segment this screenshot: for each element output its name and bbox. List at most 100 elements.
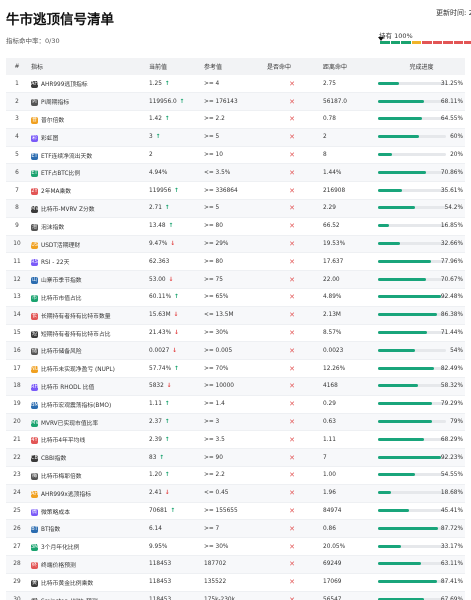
indicator-cell[interactable]: MV MVRV已实现市值比率: [28, 413, 146, 432]
indicator-cell[interactable]: 微微策略成本: [28, 502, 146, 521]
indicator-cell[interactable]: 4Y 比特币4年平均线: [28, 430, 146, 450]
indicator-name: MVRV已实现市值比率: [41, 420, 99, 427]
indicator-cell[interactable]: 2Y 2年MA乘数: [28, 181, 146, 201]
indicator-cell[interactable]: ET ETF连续净流出天数: [28, 146, 146, 165]
progress-percent: 82.49%: [440, 365, 463, 372]
column-header-index[interactable]: #: [14, 63, 20, 70]
progress-bar-fill: [378, 491, 391, 495]
indicator-name: AHR999x逃顶指标: [41, 491, 92, 498]
indicator-cell[interactable]: 市比特币市值占比: [28, 288, 146, 307]
indicator-cell[interactable]: NU 比特币未实现净盈亏 (NUPL): [28, 359, 146, 379]
table-row[interactable]: 26 BT BT指数 6.14 >= 7 ✕ 0.86 87.72%: [6, 519, 465, 539]
progress-cell: 16.85%: [375, 217, 465, 236]
table-row[interactable]: 11 RS RSI - 22天 62.363 >= 80 ✕ 17.637 77.96%: [6, 252, 465, 272]
indicator-cell[interactable]: BT BT指数: [28, 519, 146, 539]
table-row[interactable]: 5 ET ETF连续净流出天数 2 >= 10 ✕ 8 20%: [6, 146, 465, 165]
progress-cell: 64.55%: [375, 110, 465, 129]
current-value-cell: 83 ↑: [146, 448, 201, 468]
progress-bar: [378, 206, 446, 210]
table-row[interactable]: 1 AH AHR999逃顶指标 1.25 ↑ >= 4 ✕ 2.75 31.25%: [6, 75, 465, 94]
column-header-reference[interactable]: 参考值: [204, 64, 223, 71]
indicator-cell[interactable]: 泡泡沫指数: [28, 217, 146, 236]
table-row[interactable]: 17 NU 比特币未实现净盈亏 (NUPL) 57.74% ↑ >= 70% ✕ 12.26%…: [6, 359, 465, 379]
table-row[interactable]: 7 2Y 2年MA乘数 119956 ↑ >= 336864 ✕ 216908 35.61%: [6, 181, 465, 201]
table-row[interactable]: 21 4Y 比特币4年平均线 2.39 ↑ >= 3.5 ✕ 1.11 68.29%: [6, 430, 465, 450]
indicator-cell[interactable]: ET ETF占BTC比例: [28, 163, 146, 183]
reference-value: >= 75: [201, 270, 264, 290]
table-row[interactable]: 20 MV MVRV已实现市值比率 2.37 ↑ >= 3 ✕ 0.63 79%: [6, 413, 465, 432]
indicator-cell[interactable]: AH AHR999x逃顶指标: [28, 484, 146, 503]
progress-bar-fill: [378, 580, 438, 584]
indicator-cell[interactable]: BM 比特币宏观震荡指标(BMO): [28, 395, 146, 414]
table-row[interactable]: 18 RH 比特币 RHODL 比值 5832 ↓ >= 10000 ✕ 4168 58.32%: [6, 377, 465, 396]
table-row[interactable]: 30SMSminston_With 预测118453175k-230k✕5654…: [6, 591, 465, 600]
distance-value: 4.89%: [320, 288, 375, 307]
column-header-progress[interactable]: 完成进度: [409, 64, 434, 71]
indicator-cell[interactable]: 彩彩虹图: [28, 128, 146, 147]
indicator-cell[interactable]: RH 比特币 RHODL 比值: [28, 377, 146, 396]
indicator-cell[interactable]: AH AHR999逃顶指标: [28, 75, 146, 94]
indicator-cell[interactable]: 梅比特币梅耶倍数: [28, 466, 146, 485]
indicator-name: 比特币黄金比例乘数: [41, 580, 94, 587]
indicator-cell[interactable]: 终终端价格预测: [28, 555, 146, 574]
column-header-distance[interactable]: 距离命中: [323, 64, 348, 71]
progress-cell: 68.11%: [375, 92, 465, 112]
table-row[interactable]: 24 AH AHR999x逃顶指标 2.41 ↓ <= 0.45 ✕ 1.96 18.68%: [6, 484, 465, 503]
progress-percent: 54.55%: [440, 472, 463, 479]
indicator-cell[interactable]: CB CBBI指数: [28, 448, 146, 468]
indicator-cell[interactable]: 长长期持有者持有比特币数量: [28, 306, 146, 325]
table-row[interactable]: 16 储比特币储备风险 0.0027 ↓ >= 0.005 ✕ 0.0023 54%: [6, 341, 465, 361]
table-row[interactable]: 13 市比特币市值占比 60.11% ↑ >= 65% ✕ 4.89% 92.48%: [6, 288, 465, 307]
column-header-indicator[interactable]: 指标: [31, 64, 44, 71]
row-index: 12: [6, 270, 28, 290]
progress-bar: [378, 366, 446, 370]
indicator-cell[interactable]: 山山寨币季节指数: [28, 270, 146, 290]
indicator-cell[interactable]: 3M 3个月年化比例: [28, 537, 146, 557]
table-row[interactable]: 9 泡泡沫指数 13.48 ↑ >= 80 ✕ 66.52 16.85%: [6, 217, 465, 236]
progress-percent: 87.41%: [440, 579, 463, 586]
indicator-name: AHR999逃顶指标: [41, 82, 88, 89]
column-header-hit[interactable]: 是否命中: [267, 64, 292, 71]
not-hit-icon: ✕: [264, 163, 320, 183]
progress-cell: 60%: [375, 128, 465, 147]
reference-value: >= 5: [201, 199, 264, 218]
table-row[interactable]: 12 山山寨币季节指数 53.00 ↓ >= 75 ✕ 22.00 70.67%: [6, 270, 465, 290]
progress-bar-fill: [378, 384, 418, 388]
table-row[interactable]: 3 普普尔倍数 1.42 ↑ >= 2.2 ✕ 0.78 64.55%: [6, 110, 465, 129]
table-row[interactable]: 25 微微策略成本 70681 ↑ >= 155655 ✕ 84974 45.41%: [6, 502, 465, 521]
table-row[interactable]: 15 短短期持有者持有比特币占比 21.43% ↓ >= 30% ✕ 8.57% 71.44%: [6, 324, 465, 343]
indicator-cell[interactable]: SMSminston_With 预测: [28, 591, 146, 600]
table-row[interactable]: 6 ET ETF占BTC比例 4.94% <= 3.5% ✕ 1.44% 70.86%: [6, 163, 465, 183]
indicator-cell[interactable]: PI Pi周期指标: [28, 92, 146, 112]
table-row[interactable]: 22 CB CBBI指数 83 ↑ >= 90 ✕ 7 92.23%: [6, 448, 465, 468]
indicator-cell[interactable]: 普普尔倍数: [28, 110, 146, 129]
table-row[interactable]: 4 彩彩虹图 3 ↑ >= 5 ✕ 2 60%: [6, 128, 465, 147]
current-value: 2: [149, 152, 153, 159]
current-value-cell: 1.42 ↑: [146, 110, 201, 129]
indicator-name: 3个月年化比例: [41, 545, 80, 552]
progress-bar: [378, 331, 446, 335]
reference-value: >= 2.2: [201, 466, 264, 485]
table-row[interactable]: 23 梅比特币梅耶倍数 1.20 ↑ >= 2.2 ✕ 1.00 54.55%: [6, 466, 465, 485]
table-row[interactable]: 29 黄比特币黄金比例乘数 118453 135522 ✕ 17069 87.41%: [6, 573, 465, 592]
segment-7: [453, 41, 463, 44]
table-row[interactable]: 19 BM 比特币宏观震荡指标(BMO) 1.11 ↑ >= 1.4 ✕ 0.29 79.29%: [6, 395, 465, 414]
indicator-cell[interactable]: 储比特币储备风险: [28, 341, 146, 361]
table-row[interactable]: 10 US USDT活期理财 9.47% ↓ >= 29% ✕ 19.53% 32.66%: [6, 235, 465, 254]
table-row[interactable]: 8 MV 比特币-MVRV Z分数 2.71 ↑ >= 5 ✕ 2.29 54.2%: [6, 199, 465, 218]
table-row[interactable]: 27 3M 3个月年化比例 9.95% >= 30% ✕ 20.05% 33.17%: [6, 537, 465, 557]
signal-table-container[interactable]: # 指标 当前值 参考值 是否命中 距离命中 完成进度 1 AH AHR999逃顶指…: [6, 58, 471, 600]
indicator-cell[interactable]: 黄比特币黄金比例乘数: [28, 573, 146, 592]
column-header-current[interactable]: 当前值: [149, 64, 168, 71]
indicator-cell[interactable]: 短短期持有者持有比特币占比: [28, 324, 146, 343]
table-row[interactable]: 2 PI Pi周期指标 119956.0 ↑ >= 176143 ✕ 56187.0 68.11…: [6, 92, 465, 112]
indicator-cell[interactable]: US USDT活期理财: [28, 235, 146, 254]
row-index: 26: [6, 519, 28, 539]
indicator-name: 彩虹图: [41, 135, 59, 142]
table-row[interactable]: 28 终终端价格预测 118453 187702 ✕ 69249 63.11%: [6, 555, 465, 574]
indicator-cell[interactable]: MV 比特币-MVRV Z分数: [28, 199, 146, 218]
current-value-cell: 15.63M ↓: [146, 306, 201, 325]
indicator-cell[interactable]: RS RSI - 22天: [28, 252, 146, 272]
table-row[interactable]: 14 长长期持有者持有比特币数量 15.63M ↓ <= 13.5M ✕ 2.13M 86.3…: [6, 306, 465, 325]
trend-up-icon: ↑: [164, 472, 170, 479]
